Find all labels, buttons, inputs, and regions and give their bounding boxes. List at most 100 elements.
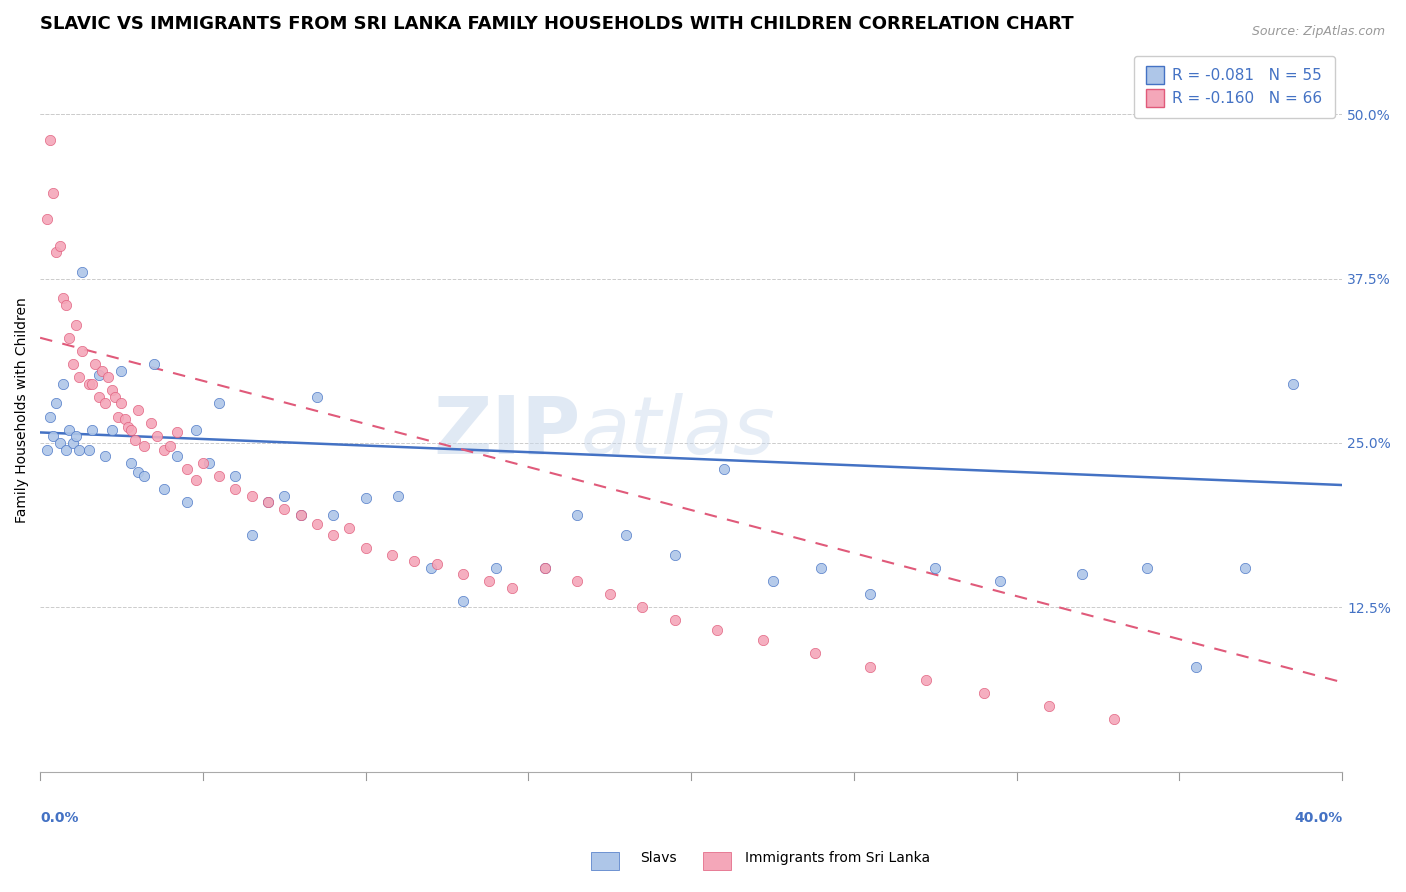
- Point: [38, 409, 60, 424]
- Point: [354, 541, 377, 556]
- Point: [117, 420, 139, 434]
- Point: [322, 508, 344, 523]
- Point: [273, 501, 295, 516]
- Point: [804, 646, 827, 660]
- Text: SLAVIC VS IMMIGRANTS FROM SRI LANKA FAMILY HOUSEHOLDS WITH CHILDREN CORRELATION : SLAVIC VS IMMIGRANTS FROM SRI LANKA FAMI…: [41, 15, 1074, 33]
- Point: [82, 423, 104, 437]
- Point: [67, 370, 90, 384]
- Point: [761, 574, 783, 588]
- Point: [84, 357, 107, 371]
- Point: [58, 331, 80, 345]
- Text: Source: ZipAtlas.com: Source: ZipAtlas.com: [1251, 25, 1385, 38]
- Point: [127, 403, 149, 417]
- Point: [42, 429, 65, 443]
- Point: [924, 561, 946, 575]
- Point: [305, 517, 328, 532]
- Point: [139, 416, 162, 430]
- Point: [337, 521, 360, 535]
- Point: [664, 614, 686, 628]
- Point: [322, 528, 344, 542]
- Point: [143, 357, 166, 371]
- Point: [706, 623, 728, 637]
- Point: [381, 548, 404, 562]
- Point: [120, 423, 142, 437]
- Point: [100, 384, 122, 398]
- Point: [453, 567, 475, 582]
- Point: [48, 238, 70, 252]
- Point: [97, 370, 120, 384]
- Point: [58, 423, 80, 437]
- Point: [67, 442, 90, 457]
- Point: [664, 548, 686, 562]
- Point: [77, 376, 100, 391]
- Point: [87, 390, 110, 404]
- Point: [990, 574, 1012, 588]
- Point: [1104, 712, 1126, 726]
- Point: [134, 439, 156, 453]
- Point: [52, 376, 75, 391]
- Point: [614, 528, 637, 542]
- Point: [713, 462, 735, 476]
- Point: [485, 561, 508, 575]
- Point: [453, 593, 475, 607]
- Point: [91, 363, 114, 377]
- Point: [153, 482, 176, 496]
- Text: atlas: atlas: [581, 392, 775, 471]
- Text: Immigrants from Sri Lanka: Immigrants from Sri Lanka: [745, 851, 931, 865]
- Point: [65, 318, 87, 332]
- Point: [240, 528, 263, 542]
- Point: [146, 429, 169, 443]
- Point: [1184, 659, 1206, 673]
- Point: [42, 186, 65, 200]
- Point: [38, 134, 60, 148]
- Point: [48, 436, 70, 450]
- Point: [72, 343, 94, 358]
- Point: [859, 587, 882, 601]
- Point: [186, 473, 208, 487]
- Point: [567, 574, 589, 588]
- Point: [153, 442, 176, 457]
- Point: [257, 495, 280, 509]
- Point: [810, 561, 832, 575]
- Point: [387, 489, 409, 503]
- Text: Slavs: Slavs: [640, 851, 676, 865]
- Point: [305, 390, 328, 404]
- Point: [100, 423, 122, 437]
- Point: [354, 491, 377, 505]
- Text: 40.0%: 40.0%: [1294, 812, 1343, 825]
- Point: [1282, 376, 1305, 391]
- Point: [176, 462, 198, 476]
- Point: [114, 412, 136, 426]
- Point: [224, 482, 246, 496]
- Point: [186, 423, 208, 437]
- Point: [914, 673, 936, 687]
- Point: [45, 396, 67, 410]
- Point: [127, 465, 149, 479]
- Point: [87, 368, 110, 382]
- Point: [859, 659, 882, 673]
- Point: [166, 425, 188, 440]
- Point: [1136, 561, 1159, 575]
- Point: [224, 468, 246, 483]
- Point: [404, 554, 426, 568]
- Point: [45, 245, 67, 260]
- Y-axis label: Family Households with Children: Family Households with Children: [15, 297, 30, 523]
- Point: [62, 436, 84, 450]
- Point: [55, 298, 77, 312]
- Point: [159, 439, 181, 453]
- Point: [533, 561, 555, 575]
- Point: [94, 449, 117, 463]
- Point: [134, 468, 156, 483]
- Point: [176, 495, 198, 509]
- Point: [107, 409, 129, 424]
- Point: [1233, 561, 1256, 575]
- Point: [72, 265, 94, 279]
- Point: [198, 456, 221, 470]
- Point: [104, 390, 127, 404]
- Point: [426, 557, 449, 571]
- Point: [35, 442, 58, 457]
- Point: [599, 587, 621, 601]
- Legend: R = -0.081   N = 55, R = -0.160   N = 66: R = -0.081 N = 55, R = -0.160 N = 66: [1135, 56, 1334, 118]
- Point: [208, 396, 231, 410]
- Point: [52, 291, 75, 305]
